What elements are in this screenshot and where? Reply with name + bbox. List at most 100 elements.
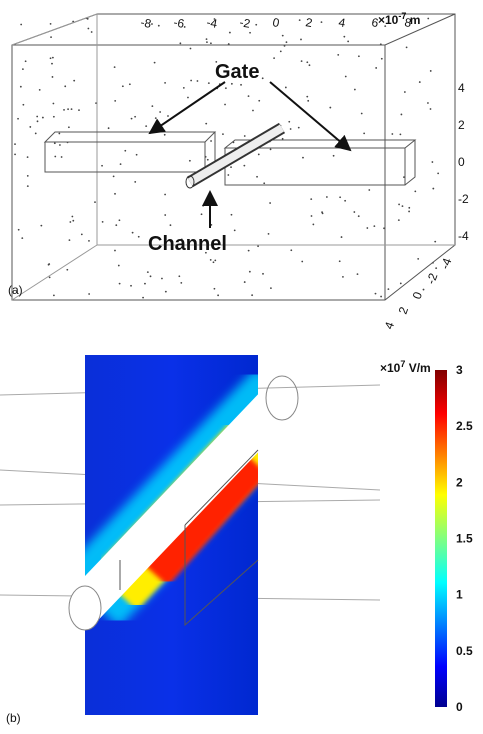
dot	[29, 126, 31, 128]
dot	[183, 87, 185, 89]
dot	[22, 104, 24, 106]
dot	[205, 123, 207, 125]
dot	[358, 215, 360, 217]
dot	[158, 25, 160, 27]
dot	[189, 160, 191, 162]
dot	[263, 182, 265, 184]
y-tick-label: -4	[438, 256, 455, 271]
dot	[213, 261, 215, 263]
dot	[225, 87, 227, 89]
dot	[268, 233, 270, 235]
dot	[231, 83, 233, 85]
x-tick-label: 4	[337, 15, 346, 30]
dot	[21, 237, 23, 239]
channel-wire	[186, 128, 282, 188]
dot	[129, 83, 131, 85]
dot	[280, 50, 282, 52]
panel-label: (b)	[6, 711, 21, 725]
dot	[329, 107, 331, 109]
dot	[358, 55, 360, 57]
dot	[22, 68, 24, 70]
dot	[290, 249, 292, 251]
dot	[286, 41, 288, 43]
dot	[114, 100, 116, 102]
dot	[131, 118, 133, 120]
dot	[414, 190, 416, 192]
dot	[27, 185, 29, 187]
dot	[118, 265, 120, 267]
dot	[343, 36, 345, 38]
dot	[310, 198, 312, 200]
dot	[408, 211, 410, 213]
dot	[52, 57, 54, 59]
dot	[159, 111, 161, 113]
colorbar-tick-label: 2	[456, 475, 463, 489]
dot	[61, 156, 63, 158]
colorbar-tick-label: 1.5	[456, 532, 473, 546]
dot	[71, 216, 73, 218]
dot	[333, 155, 335, 157]
dot	[288, 121, 290, 123]
dot	[258, 154, 260, 156]
dot	[273, 57, 275, 59]
dot	[165, 291, 167, 293]
z-tick-label: 0	[458, 155, 465, 169]
colorbar	[435, 370, 447, 707]
dot	[134, 181, 136, 183]
dot	[206, 41, 208, 43]
dot	[113, 175, 115, 177]
dot	[210, 259, 212, 261]
dot	[248, 250, 250, 252]
dot	[87, 18, 89, 20]
dot	[138, 236, 140, 238]
dot	[321, 21, 323, 23]
dot	[20, 86, 22, 88]
dot	[244, 135, 246, 137]
dot	[184, 26, 186, 28]
dot	[398, 219, 400, 221]
dot	[285, 87, 287, 89]
dot	[300, 39, 302, 41]
z-tick-label: 4	[458, 81, 465, 95]
dot	[262, 273, 264, 275]
dot	[145, 125, 147, 127]
dot	[423, 289, 425, 291]
colorbar-tick-label: 1	[456, 588, 463, 602]
dot	[406, 46, 408, 48]
dot	[81, 233, 83, 235]
dot	[347, 41, 349, 43]
dot	[357, 273, 359, 275]
dot	[432, 188, 434, 190]
dot	[208, 82, 210, 84]
dot	[401, 114, 403, 116]
dot	[430, 70, 432, 72]
dot	[37, 120, 39, 122]
dot	[69, 221, 71, 223]
dot	[88, 293, 90, 295]
dot	[249, 32, 251, 34]
dot	[155, 117, 157, 119]
dot	[94, 201, 96, 203]
colorbar-tick-label: 3	[456, 363, 463, 377]
dot	[164, 214, 166, 216]
dot	[91, 31, 93, 33]
dot	[399, 133, 401, 135]
dot	[54, 156, 56, 158]
gate-label: Gate	[215, 61, 259, 83]
dot	[53, 294, 55, 296]
dot	[50, 57, 52, 59]
dot	[256, 176, 258, 178]
figure: Gate Channel (a) ×10-7 m -8-6-4-20246842…	[0, 0, 483, 734]
dot	[114, 250, 116, 252]
dot	[270, 287, 272, 289]
dot	[151, 23, 153, 25]
dot	[42, 117, 44, 119]
dot	[167, 115, 169, 117]
dot	[66, 269, 68, 271]
x-tick-label: -8	[139, 15, 152, 31]
dot	[210, 140, 212, 142]
dot	[210, 42, 212, 44]
dot	[249, 271, 251, 273]
dot	[306, 61, 308, 63]
dot	[341, 236, 343, 238]
